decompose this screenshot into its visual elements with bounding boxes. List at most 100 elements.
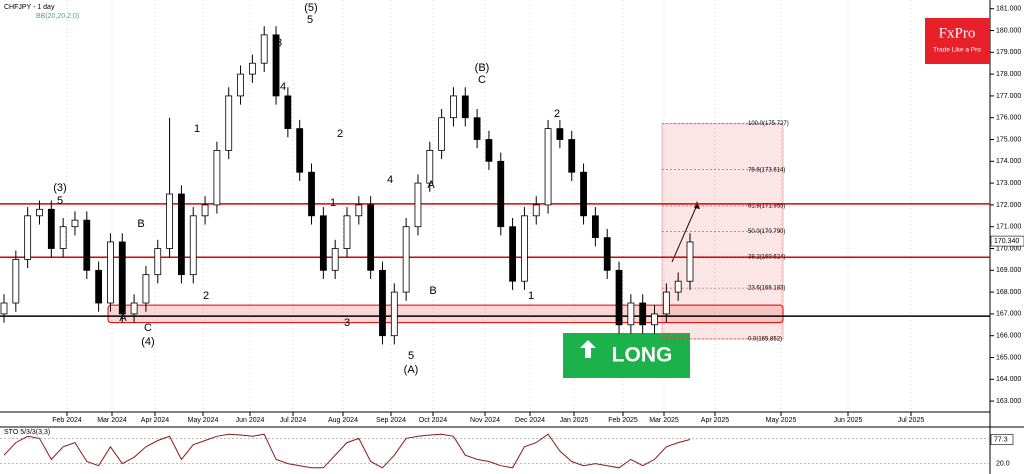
logo-box xyxy=(925,18,990,64)
candle-body xyxy=(627,302,635,326)
x-tick-label: Dec 2024 xyxy=(515,417,545,424)
candle-body xyxy=(331,248,339,271)
x-tick-label: Apr 2024 xyxy=(141,417,170,424)
current-price-box xyxy=(990,235,1024,247)
candle-body xyxy=(662,291,670,315)
x-tick-label: Feb 2025 xyxy=(608,417,638,424)
candle-body xyxy=(426,150,434,184)
candle-body xyxy=(308,171,315,217)
x-tick-label: Sep 2024 xyxy=(376,417,406,424)
fib-label: 100.0(175.727) xyxy=(748,121,789,127)
candle-body xyxy=(248,62,256,75)
wave-label: 1 xyxy=(330,197,336,209)
candle-body xyxy=(461,95,469,119)
candle-body xyxy=(189,215,197,276)
candle-body xyxy=(343,215,351,249)
fib-label: 50.0(170.790) xyxy=(748,229,785,235)
candle-body xyxy=(615,269,623,326)
stoch-current-box xyxy=(990,434,1014,445)
wave-label: (3) xyxy=(53,182,66,194)
x-tick-label: May 2025 xyxy=(766,417,797,424)
wave-label: A xyxy=(119,312,127,324)
candle-body xyxy=(154,248,162,276)
y-tick-label: 180.000 xyxy=(996,27,1021,34)
y-tick-label: 181.000 xyxy=(996,6,1021,13)
wave-label: 2 xyxy=(337,128,343,140)
candle-body xyxy=(201,204,209,217)
y-tick-label: 163.000 xyxy=(996,398,1021,405)
candle-body xyxy=(107,241,114,304)
candle-body xyxy=(603,237,611,271)
x-tick-label: Oct 2024 xyxy=(419,417,448,424)
y-tick-label: 166.000 xyxy=(996,333,1021,340)
wave-label: C xyxy=(478,74,486,86)
wave-label: 5 xyxy=(408,350,414,362)
candle-body xyxy=(521,215,528,282)
candle-body xyxy=(450,95,457,119)
candle-body xyxy=(580,171,587,217)
y-tick-label: 177.000 xyxy=(996,93,1021,100)
candle-body xyxy=(166,193,173,249)
candle-body xyxy=(130,302,138,315)
x-tick-label: Jul 2025 xyxy=(898,417,925,424)
stoch-current-label: 77.3 xyxy=(994,436,1008,443)
indicator-label: BB(20,20,2,0) xyxy=(36,13,79,20)
candle-body xyxy=(272,34,280,97)
y-tick-label: 168.000 xyxy=(996,289,1021,296)
candle-body xyxy=(296,128,304,173)
current-price-label: 170.340 xyxy=(994,238,1019,245)
wave-label: 3 xyxy=(276,37,282,49)
chart-title: CHFJPY - 1 day xyxy=(4,4,55,11)
stoch-tick-label: 20.0 xyxy=(996,460,1010,467)
candle-body xyxy=(379,269,386,337)
wave-label: 1 xyxy=(528,290,534,302)
wave-label: C xyxy=(144,322,152,334)
candle-body xyxy=(36,208,43,217)
candle-body xyxy=(118,241,126,315)
y-tick-label: 179.000 xyxy=(996,49,1021,56)
candle-body xyxy=(651,313,658,326)
signal-button xyxy=(563,333,690,378)
candle-body xyxy=(319,215,327,271)
candle-body xyxy=(59,226,67,249)
candle-body xyxy=(355,204,363,217)
stoch-line xyxy=(3,433,691,469)
wave-label: 1 xyxy=(194,123,200,135)
candle-body xyxy=(95,269,103,304)
x-tick-label: Jul 2024 xyxy=(280,417,307,424)
candle-body xyxy=(497,160,505,228)
wave-label: 2 xyxy=(554,108,560,120)
y-tick-label: 164.000 xyxy=(996,376,1021,383)
candle-body xyxy=(178,193,185,276)
x-tick-label: Apr 2025 xyxy=(701,417,730,424)
arrow-head xyxy=(694,201,700,209)
y-tick-label: 176.000 xyxy=(996,115,1021,122)
x-tick-label: Nov 2024 xyxy=(470,417,500,424)
y-tick-label: 175.000 xyxy=(996,136,1021,143)
x-tick-label: Mar 2024 xyxy=(97,417,127,424)
wave-label: 4 xyxy=(280,81,286,93)
candle-body xyxy=(402,226,410,293)
candle-body xyxy=(390,291,398,337)
candle-body xyxy=(0,302,8,315)
candle-body xyxy=(12,259,20,304)
wave-label: B xyxy=(429,285,436,297)
projection-arrow xyxy=(671,204,698,263)
wave-label: B xyxy=(137,218,144,230)
x-tick-label: Mar 2025 xyxy=(649,417,679,424)
wave-label: 3 xyxy=(344,317,350,329)
wave-label: A xyxy=(427,179,435,191)
wave-label: (A) xyxy=(404,364,419,376)
candle-body xyxy=(438,117,446,151)
candle-body xyxy=(260,34,268,64)
candle-body xyxy=(24,215,32,260)
wave-label: 4 xyxy=(387,174,393,186)
support-zone xyxy=(107,304,784,324)
fib-label: 61.8(171.955) xyxy=(748,203,785,209)
candle-body xyxy=(544,128,552,206)
y-tick-label: 172.000 xyxy=(996,202,1021,209)
x-tick-label: May 2024 xyxy=(188,417,219,424)
wave-label: 5 xyxy=(57,195,63,207)
candle-body xyxy=(83,219,91,271)
wave-label: (4) xyxy=(141,336,154,348)
